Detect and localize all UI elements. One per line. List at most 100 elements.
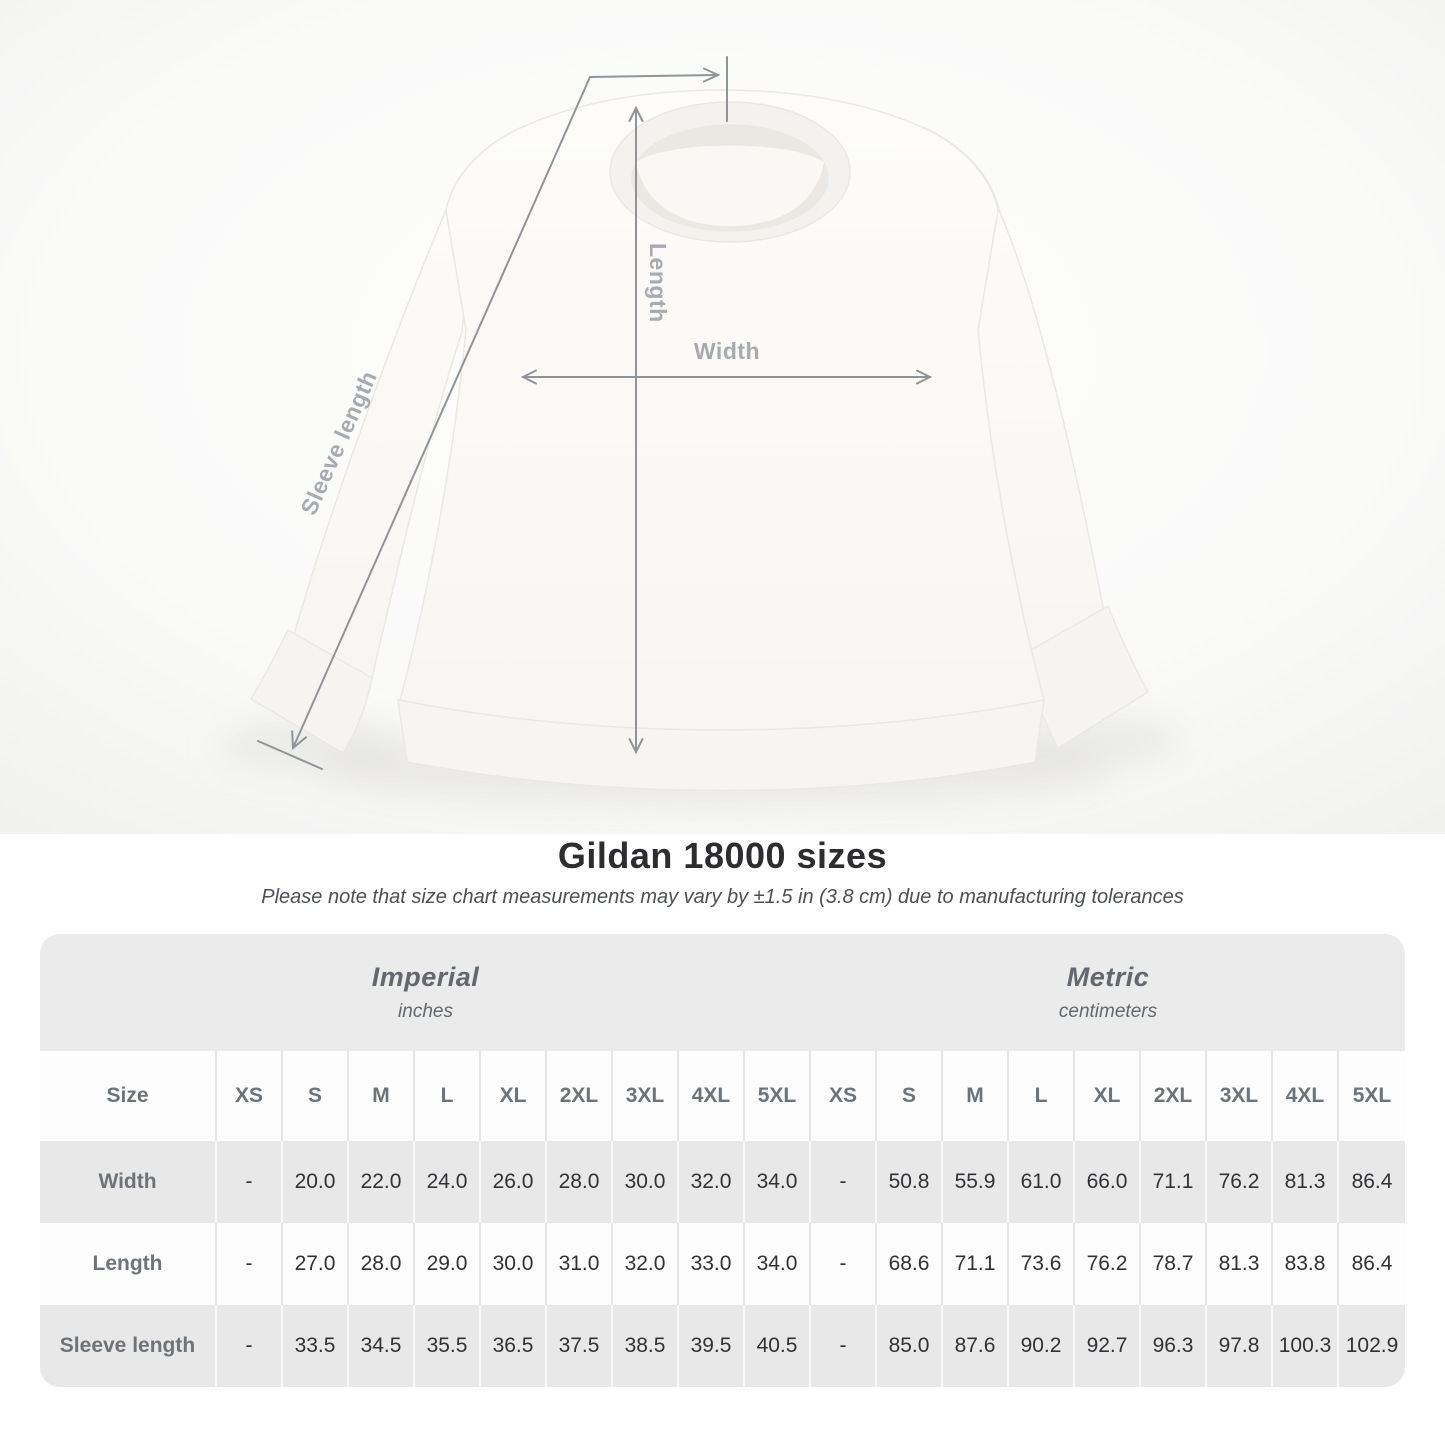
measurement-value: 90.2 xyxy=(1009,1305,1075,1387)
size-column-header: L xyxy=(415,1051,481,1141)
size-column-header: 4XL xyxy=(1273,1051,1339,1141)
measurement-value: 26.0 xyxy=(481,1141,547,1223)
imperial-section-header: Imperial inches xyxy=(40,934,811,1051)
size-column-header: L xyxy=(1009,1051,1075,1141)
tolerance-note: Please note that size chart measurements… xyxy=(261,886,1184,908)
measurement-value: 28.0 xyxy=(547,1141,613,1223)
size-corner-header: Size xyxy=(40,1051,217,1141)
metric-section-unit: centimeters xyxy=(1058,1001,1158,1022)
measurement-value: - xyxy=(217,1305,283,1387)
measurement-value: 81.3 xyxy=(1207,1223,1273,1305)
measurement-value: 76.2 xyxy=(1075,1223,1141,1305)
measurement-value: 33.0 xyxy=(679,1223,745,1305)
measurement-value: - xyxy=(217,1223,283,1305)
measurement-value: 34.0 xyxy=(745,1141,811,1223)
width-label: Width xyxy=(694,338,760,364)
measurement-value: 86.4 xyxy=(1339,1141,1405,1223)
size-column-header: 4XL xyxy=(679,1051,745,1141)
measurement-value: 31.0 xyxy=(547,1223,613,1305)
size-column-header: XS xyxy=(217,1051,283,1141)
size-column-header: XL xyxy=(481,1051,547,1141)
measurement-value: 87.6 xyxy=(943,1305,1009,1387)
size-table-wrap: Imperial inches Metric centimeters Size X… xyxy=(40,934,1405,1387)
measurement-value: 71.1 xyxy=(1141,1141,1207,1223)
measurement-value: 92.7 xyxy=(1075,1305,1141,1387)
sleeve-length-arrow xyxy=(257,56,728,770)
measurement-value: 20.0 xyxy=(283,1141,349,1223)
measurement-value: 73.6 xyxy=(1009,1223,1075,1305)
size-column-header: XL xyxy=(1075,1051,1141,1141)
measurement-value: 32.0 xyxy=(613,1223,679,1305)
title-block: Gildan 18000 sizes Please note that size… xyxy=(0,834,1445,910)
measurement-value: 24.0 xyxy=(415,1141,481,1223)
measurement-value: 97.8 xyxy=(1207,1305,1273,1387)
left-cuff xyxy=(249,628,373,755)
measurement-value: 100.3 xyxy=(1273,1305,1339,1387)
measurement-row-label: Sleeve length xyxy=(40,1305,217,1387)
measurement-value: 68.6 xyxy=(877,1223,943,1305)
measurement-value: 33.5 xyxy=(283,1305,349,1387)
measurement-value: - xyxy=(217,1141,283,1223)
measurement-value: 22.0 xyxy=(349,1141,415,1223)
measurement-value: 30.0 xyxy=(613,1141,679,1223)
metric-section-title: Metric xyxy=(1066,962,1150,992)
width-arrow xyxy=(520,369,933,385)
measurement-value: 96.3 xyxy=(1141,1305,1207,1387)
measurement-value: 28.0 xyxy=(349,1223,415,1305)
body-panel xyxy=(399,89,1045,731)
measurement-value: 32.0 xyxy=(679,1141,745,1223)
measurement-value: 102.9 xyxy=(1339,1305,1405,1387)
measurement-value: 81.3 xyxy=(1273,1141,1339,1223)
measurement-value: 86.4 xyxy=(1339,1223,1405,1305)
measurement-value: 85.0 xyxy=(877,1305,943,1387)
measurement-value: - xyxy=(811,1223,877,1305)
size-column-header: 5XL xyxy=(745,1051,811,1141)
measurement-value: 30.0 xyxy=(481,1223,547,1305)
measurement-value: 76.2 xyxy=(1207,1141,1273,1223)
measurement-value: 39.5 xyxy=(679,1305,745,1387)
collar-inside-back xyxy=(636,145,824,226)
measurement-value: 36.5 xyxy=(481,1305,547,1387)
measurement-value: - xyxy=(811,1141,877,1223)
measurement-value: 29.0 xyxy=(415,1223,481,1305)
size-column-header: S xyxy=(283,1051,349,1141)
size-column-header: 2XL xyxy=(1141,1051,1207,1141)
measurement-value: - xyxy=(811,1305,877,1387)
measurement-value: 78.7 xyxy=(1141,1223,1207,1305)
length-label: Length xyxy=(645,243,671,323)
size-column-header: M xyxy=(349,1051,415,1141)
size-column-header: 2XL xyxy=(547,1051,613,1141)
hem-band xyxy=(397,699,1045,792)
measurement-value: 38.5 xyxy=(613,1305,679,1387)
sweatshirt xyxy=(249,89,1149,792)
size-table: Imperial inches Metric centimeters Size X… xyxy=(40,934,1405,1387)
measurement-value: 34.5 xyxy=(349,1305,415,1387)
metric-section-header: Metric centimeters xyxy=(811,934,1405,1051)
measurement-value: 66.0 xyxy=(1075,1141,1141,1223)
page-title: Gildan 18000 sizes xyxy=(557,835,888,876)
measurement-value: 34.0 xyxy=(745,1223,811,1305)
measurement-annotations xyxy=(257,56,933,770)
measurement-value: 55.9 xyxy=(943,1141,1009,1223)
measurement-value: 40.5 xyxy=(745,1305,811,1387)
measurement-value: 35.5 xyxy=(415,1305,481,1387)
measurement-value: 83.8 xyxy=(1273,1223,1339,1305)
length-arrow xyxy=(628,105,644,755)
imperial-section-unit: inches xyxy=(398,1001,453,1022)
measurement-value: 61.0 xyxy=(1009,1141,1075,1223)
size-column-header: 3XL xyxy=(1207,1051,1273,1141)
sweatshirt-illustration: Length Width Sleeve length xyxy=(0,0,1445,834)
product-diagram: Length Width Sleeve length xyxy=(0,0,1445,834)
imperial-section-title: Imperial xyxy=(371,962,480,992)
measurement-value: 37.5 xyxy=(547,1305,613,1387)
size-column-header: S xyxy=(877,1051,943,1141)
measurement-row-label: Length xyxy=(40,1223,217,1305)
measurement-value: 50.8 xyxy=(877,1141,943,1223)
size-column-header: 5XL xyxy=(1339,1051,1405,1141)
size-column-header: 3XL xyxy=(613,1051,679,1141)
size-column-header: XS xyxy=(811,1051,877,1141)
measurement-value: 71.1 xyxy=(943,1223,1009,1305)
measurement-row-label: Width xyxy=(40,1141,217,1223)
size-column-header: M xyxy=(943,1051,1009,1141)
